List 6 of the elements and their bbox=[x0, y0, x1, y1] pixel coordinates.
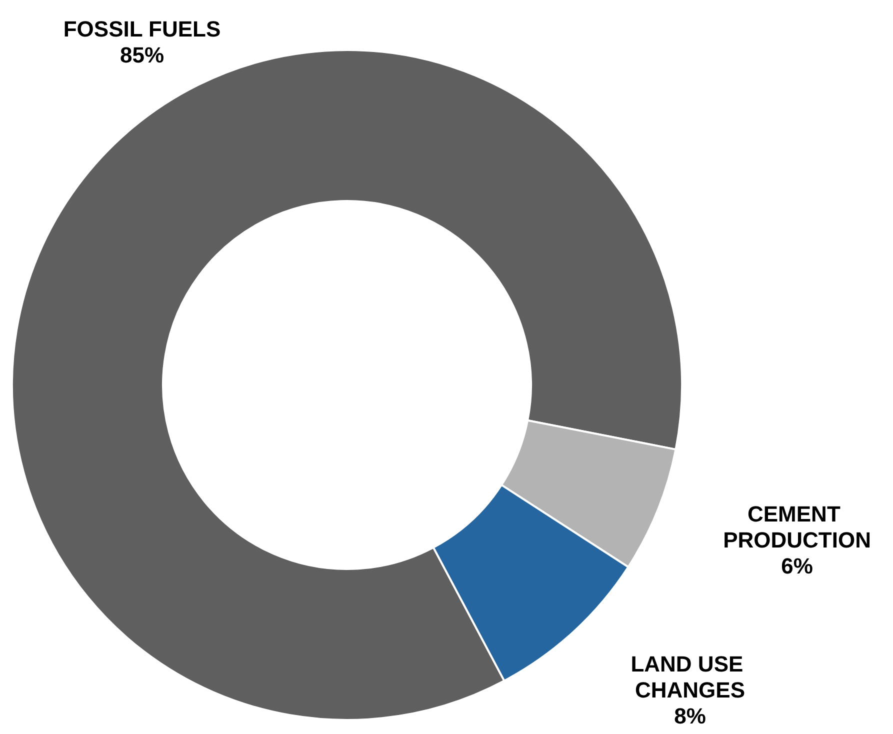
data-label: 8% bbox=[674, 704, 706, 728]
slice-label: LAND USE CHANGES bbox=[630, 652, 750, 702]
slice-label: FOSSIL FUELS bbox=[63, 16, 221, 42]
slice-label: CEMENT PRODUCTION bbox=[723, 502, 871, 552]
data-label: 85% bbox=[120, 42, 164, 68]
data-label: 6% bbox=[781, 554, 813, 578]
